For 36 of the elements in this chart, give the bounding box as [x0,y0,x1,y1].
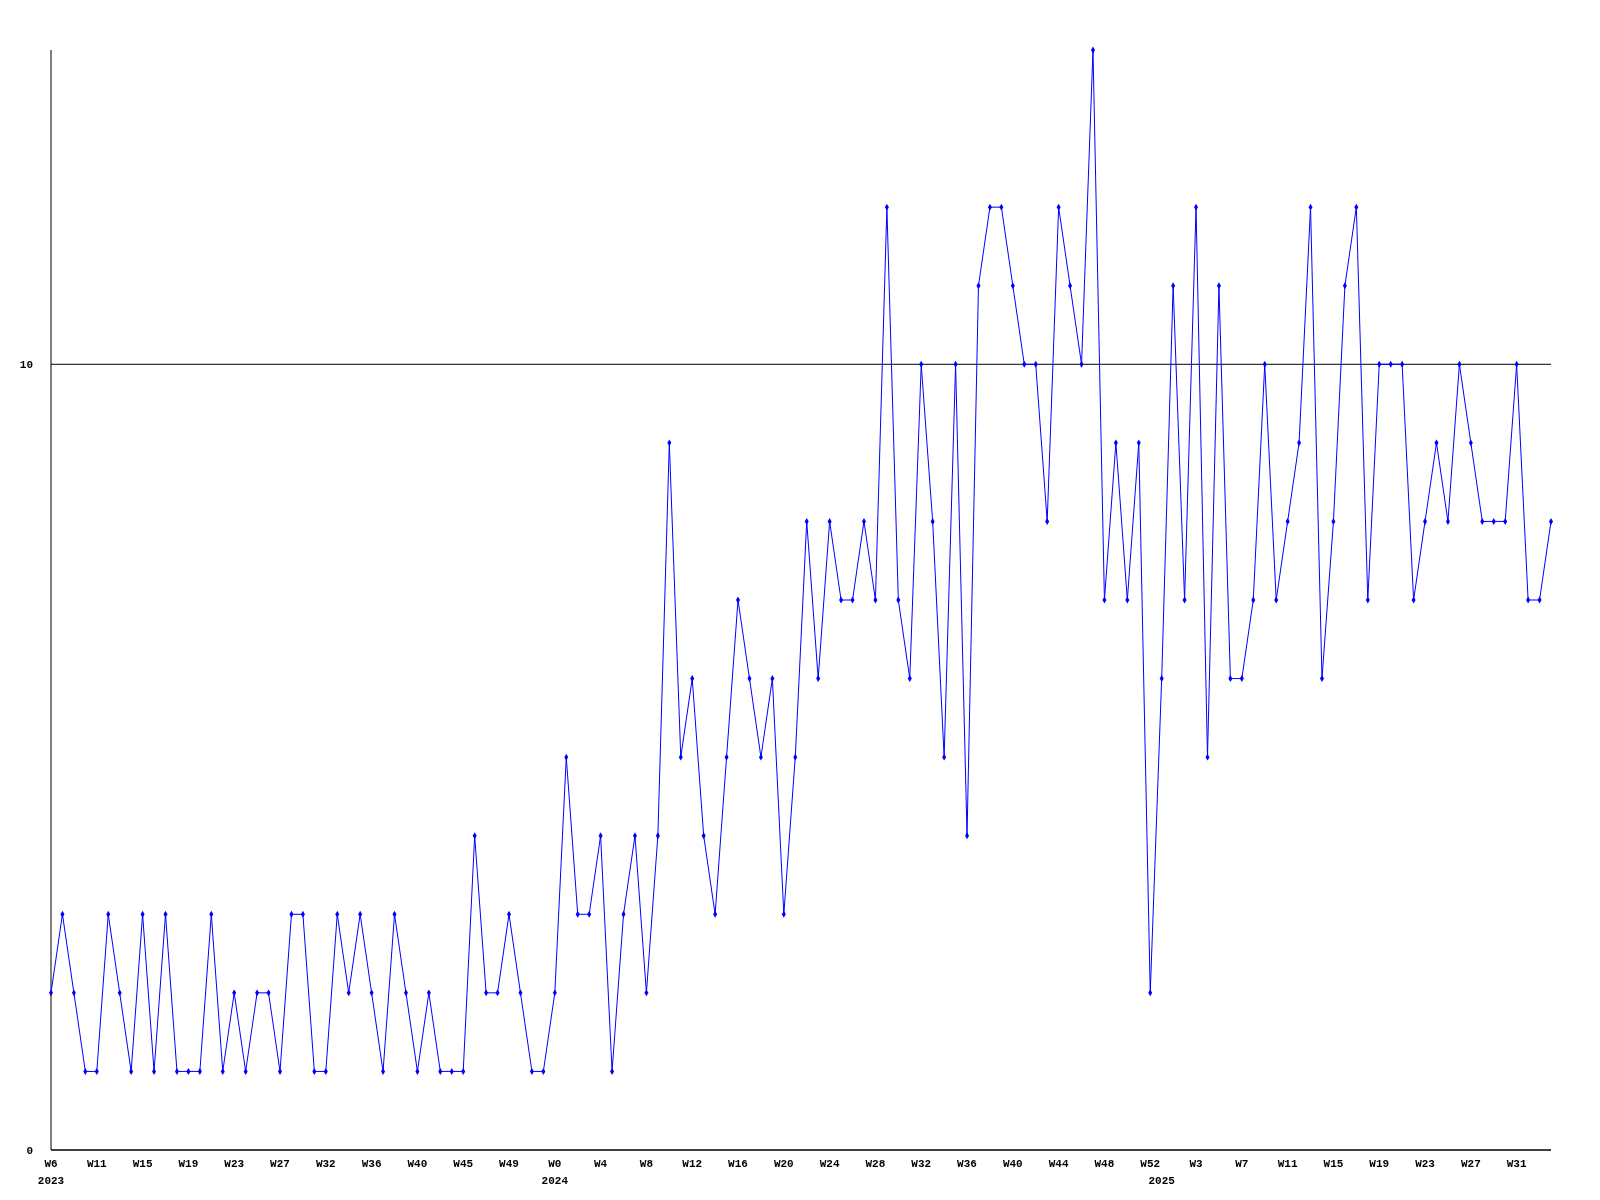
x-tick-label: W15 [1323,1158,1344,1170]
x-tick-label: W40 [1002,1158,1023,1170]
x-tick-label: W36 [361,1158,382,1170]
x-tick-label: 2025 [1148,1175,1176,1187]
x-tick-label: W19 [1369,1158,1390,1170]
x-tick-label: W52 [1140,1158,1161,1170]
y-tick-label: 0 [26,1144,33,1157]
x-tick-label: W23 [224,1158,245,1170]
x-tick-label: W0 2024 [541,1158,569,1187]
x-tick-label: W19 [178,1158,199,1170]
x-tick-label: W27 [1460,1158,1481,1170]
x-tick-label: W15 [132,1158,153,1170]
x-tick-label: W49 [499,1158,519,1170]
x-tick-label: W12 [682,1158,703,1170]
x-tick-label: W36 [957,1158,977,1170]
x-tick-label: W4 [594,1158,608,1170]
x-tick-label: W6 2023 [37,1158,65,1187]
x-tick-label: W20 [773,1158,794,1170]
y-tick-label: 10 [19,359,33,372]
x-tick-label: W8 [639,1158,654,1170]
x-tick-label: W16 [728,1158,748,1170]
x-tick-label: W24 [819,1158,840,1170]
x-tick-label: W48 [1094,1158,1115,1170]
x-tick-label: W32 [315,1158,336,1170]
x-tick-label: W11 [1277,1158,1298,1170]
x-tick-label: W7 [1235,1158,1249,1170]
x-tick-label: W11 [86,1158,108,1170]
x-tick-label: W32 [911,1158,932,1170]
x-tick-label: W28 [865,1158,886,1170]
x-tick-label: W31 [1506,1158,1527,1170]
x-tick-label: W40 [407,1158,428,1170]
x-tick-label: W45 [453,1158,474,1170]
x-tick-label: W44 [1048,1158,1069,1170]
x-tick-label: W27 [270,1158,290,1170]
x-tick-label: W23 [1415,1158,1436,1170]
x-tick-label: W3 [1189,1158,1204,1170]
